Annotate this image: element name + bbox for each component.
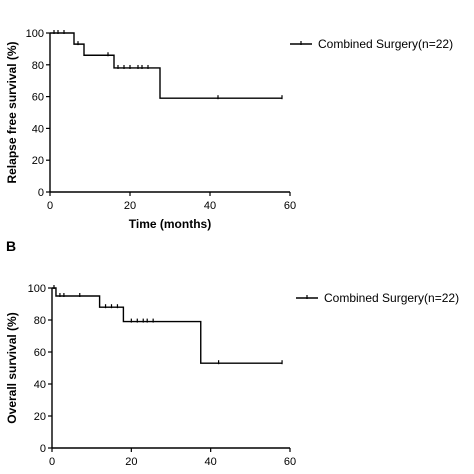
y-tick-label: 0 (40, 443, 46, 455)
y-axis-title: Overall survival (%) (5, 312, 19, 423)
y-tick-label: 80 (34, 315, 46, 327)
overall-survival-chart: 0 20 40 60 80 100 0 20 40 60 Overall survival (%) C… (5, 283, 459, 468)
x-tick-label: 60 (284, 200, 296, 212)
x-axis-title: Time (months) (129, 217, 211, 231)
legend-label: Combined Surgery(n=22) (318, 37, 453, 51)
y-tick-label: 20 (32, 155, 44, 167)
x-tick-label: 0 (49, 456, 55, 468)
y-tick-label: 40 (34, 379, 46, 391)
survival-curve (50, 32, 282, 99)
y-tick-label: 60 (34, 347, 46, 359)
y-tick-label: 40 (32, 123, 44, 135)
x-tick-label: 20 (124, 200, 136, 212)
y-tick-label: 0 (38, 187, 44, 199)
y-tick-label: 20 (34, 411, 46, 423)
x-tick-label: 0 (47, 200, 53, 212)
panel-b-label: B (6, 238, 16, 254)
legend-label: Combined Surgery(n=22) (324, 291, 459, 305)
x-tick-label: 40 (204, 200, 216, 212)
x-tick-label: 20 (125, 456, 137, 468)
y-tick-label: 80 (32, 60, 44, 72)
x-tick-label: 40 (205, 456, 217, 468)
relapse-free-survival-chart: 0 20 40 60 80 100 0 20 40 60 Relapse free survival… (5, 28, 453, 231)
y-axis-title: Relapse free survival (%) (5, 41, 19, 183)
x-tick-label: 60 (284, 456, 296, 468)
y-tick-label: 60 (32, 92, 44, 104)
y-tick-label: 100 (26, 28, 44, 40)
y-tick-label: 100 (28, 283, 46, 295)
survival-curve (52, 287, 283, 364)
